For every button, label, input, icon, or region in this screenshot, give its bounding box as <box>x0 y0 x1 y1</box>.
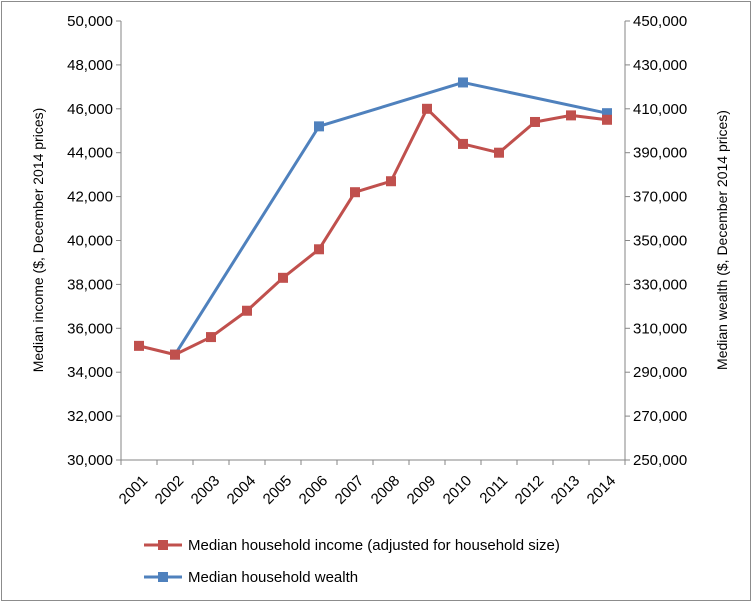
data-point-wealth <box>458 77 468 88</box>
data-point-income <box>530 116 540 127</box>
y-tick-label: 42,000 <box>67 189 113 206</box>
y-tick-label: 50,000 <box>67 13 113 30</box>
data-point-income <box>278 272 288 283</box>
y-tick-label: 40,000 <box>67 233 113 250</box>
y-tick-label: 30,000 <box>67 452 113 469</box>
x-tick-label: 2011 <box>476 472 511 507</box>
legend-item-income: Median household income (adjusted for ho… <box>144 537 560 554</box>
x-tick-label: 2010 <box>440 472 476 508</box>
x-axis-ticks: 2001 2002 2003 2004 2005 2006 2007 2008 2009 2010… <box>116 460 626 508</box>
y2-tick-label: 270,000 <box>633 408 687 425</box>
y2-tick-label: 310,000 <box>633 320 687 337</box>
y-tick-label: 36,000 <box>67 320 113 337</box>
data-point-income <box>170 349 180 360</box>
x-tick-label: 2003 <box>188 472 224 508</box>
y2-tick-label: 430,000 <box>633 57 687 74</box>
legend-label-income: Median household income (adjusted for ho… <box>188 537 560 554</box>
legend: Median household income (adjusted for ho… <box>144 537 560 586</box>
y-tick-label: 38,000 <box>67 276 113 293</box>
x-tick-label: 2007 <box>332 472 368 508</box>
x-tick-label: 2012 <box>512 472 548 508</box>
legend-label-wealth: Median household wealth <box>188 569 358 586</box>
data-point-wealth <box>602 108 612 119</box>
data-point-income <box>566 110 576 121</box>
x-tick-label: 2004 <box>224 472 260 508</box>
series-line-wealth <box>173 80 608 356</box>
x-tick-label: 2013 <box>548 472 584 508</box>
y2-tick-label: 250,000 <box>633 452 687 469</box>
data-point-income <box>494 147 504 158</box>
y2-tick-label: 410,000 <box>633 101 687 118</box>
y-tick-label: 46,000 <box>67 101 113 118</box>
x-tick-label: 2005 <box>260 472 296 508</box>
data-point-income <box>458 138 468 149</box>
legend-item-wealth: Median household wealth <box>144 569 358 586</box>
data-point-income <box>242 305 252 316</box>
x-tick-label: 2009 <box>404 472 440 508</box>
data-point-income <box>386 176 396 187</box>
left-axis-ticks: 30,000 32,000 34,000 36,000 38,000 40,000 42,0… <box>67 13 121 469</box>
axes <box>120 21 626 461</box>
y2-tick-label: 330,000 <box>633 276 687 293</box>
y-tick-label: 34,000 <box>67 364 113 381</box>
data-point-wealth <box>314 121 324 132</box>
series-group <box>134 77 612 360</box>
data-point-income <box>314 244 324 255</box>
series-line-income <box>138 107 608 357</box>
y2-tick-label: 350,000 <box>633 233 687 250</box>
x-tick-label: 2006 <box>296 472 332 508</box>
legend-swatch-marker-wealth <box>158 572 168 582</box>
x-tick-label: 2001 <box>116 472 152 508</box>
data-point-income <box>134 340 144 351</box>
y2-axis-title: Median wealth ($, December 2014 prices) <box>714 110 730 370</box>
x-tick-label: 2008 <box>368 472 404 508</box>
y2-tick-label: 450,000 <box>633 13 687 30</box>
data-point-income <box>206 332 216 343</box>
y2-tick-label: 390,000 <box>633 145 687 162</box>
legend-swatch-marker-income <box>158 540 168 550</box>
y-tick-label: 48,000 <box>67 57 113 74</box>
x-tick-label: 2002 <box>152 472 188 508</box>
y-tick-label: 44,000 <box>67 145 113 162</box>
x-tick-label: 2014 <box>584 472 620 508</box>
data-point-income <box>350 187 360 198</box>
y-axis-title: Median income ($, December 2014 prices) <box>30 108 46 373</box>
data-point-income <box>602 114 612 125</box>
right-axis-ticks: 250,000 270,000 290,000 310,000 330,000 350,0… <box>625 13 687 469</box>
data-point-income <box>422 103 432 114</box>
y2-tick-label: 370,000 <box>633 189 687 206</box>
y-tick-label: 32,000 <box>67 408 113 425</box>
y2-tick-label: 290,000 <box>633 364 687 381</box>
